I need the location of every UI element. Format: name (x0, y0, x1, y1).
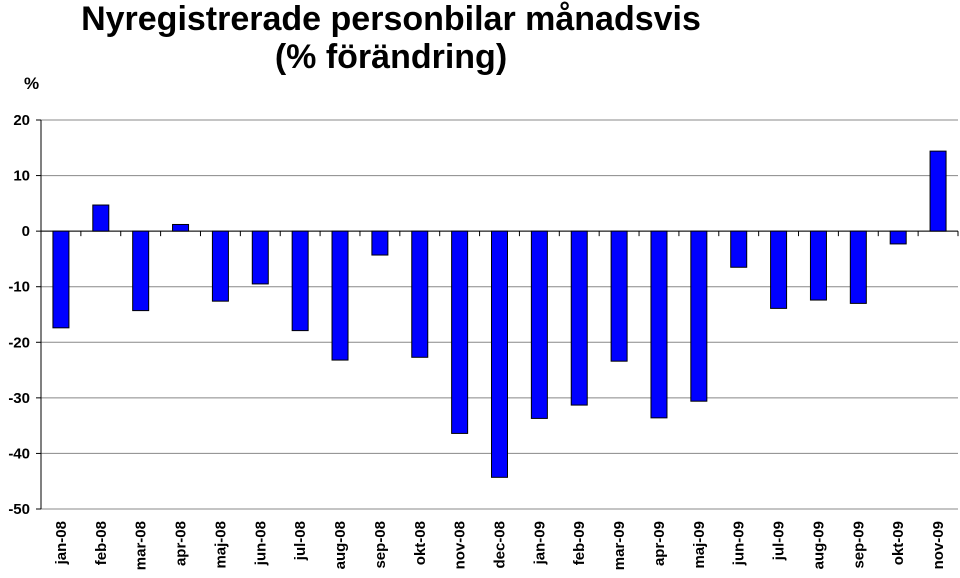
x-tick-label-jan-08: jan-08 (53, 521, 70, 565)
y-tick-label-7: -50 (8, 501, 30, 518)
x-tick-label-apr-08: apr-08 (173, 521, 190, 566)
x-tick-label-nov-09: nov-09 (930, 521, 947, 569)
bar-okt-08 (411, 230, 429, 358)
x-tick-label-jul-08: jul-08 (292, 521, 309, 561)
bar-apr-09 (650, 230, 668, 419)
y-tick-label-2: 0 (22, 223, 30, 240)
x-tick-label-apr-09: apr-09 (651, 521, 668, 566)
bar-maj-09 (690, 230, 708, 402)
bar-aug-08 (331, 230, 349, 361)
x-tick-label-okt-09: okt-09 (890, 521, 907, 565)
x-tick-label-feb-08: feb-08 (93, 521, 110, 565)
x-tick-label-okt-08: okt-08 (412, 521, 429, 565)
bar-jul-09 (770, 230, 788, 309)
bar-jun-09 (730, 230, 748, 268)
bar-mar-09 (610, 230, 628, 362)
y-tick-label-6: -40 (8, 445, 30, 462)
bar-mar-08 (132, 230, 150, 312)
x-tick-label-jun-09: jun-09 (731, 521, 748, 566)
bar-sep-09 (849, 230, 867, 304)
bar-nov-08 (451, 230, 469, 434)
y-axis-unit-label: % (24, 74, 40, 93)
x-tick-label-aug-08: aug-08 (332, 521, 349, 569)
x-tick-label-nov-08: nov-08 (452, 521, 469, 569)
bar-dec-08 (491, 230, 508, 478)
y-tick-label-1: 10 (13, 168, 30, 185)
bar-apr-08 (172, 223, 190, 232)
x-tick-label-maj-08: maj-08 (212, 521, 229, 569)
chart-title-line-2: (% förändring) (274, 38, 508, 76)
bar-feb-08 (92, 204, 110, 232)
chart-title: Nyregistrerade personbilar månadsvis (% … (0, 0, 782, 76)
x-tick-label-jul-09: jul-09 (771, 521, 788, 561)
y-tick-label-0: 20 (13, 112, 30, 129)
y-tick-label-4: -20 (8, 334, 30, 351)
x-tick-label-jan-09: jan-09 (531, 521, 548, 565)
bar-jul-08 (291, 230, 309, 332)
x-tick-label-mar-09: mar-09 (611, 521, 628, 570)
bar-aug-09 (809, 230, 827, 301)
x-tick-label-maj-09: maj-09 (691, 521, 708, 569)
bar-nov-09 (929, 150, 947, 232)
bar-sep-08 (371, 230, 389, 256)
bar-okt-09 (889, 230, 907, 245)
x-tick-label-sep-08: sep-08 (372, 521, 389, 569)
x-tick-label-sep-09: sep-09 (850, 521, 867, 569)
x-tick-label-dec-08: dec-08 (492, 521, 509, 569)
x-tick-label-feb-09: feb-09 (571, 521, 588, 565)
bar-feb-09 (570, 230, 588, 406)
x-tick-label-aug-09: aug-09 (810, 521, 827, 569)
bar-maj-08 (211, 230, 229, 302)
bar-jan-08 (52, 230, 70, 329)
y-tick-label-5: -30 (8, 390, 30, 407)
bar-jan-09 (530, 230, 548, 419)
x-tick-label-jun-08: jun-08 (252, 521, 269, 566)
x-tick-label-mar-08: mar-08 (133, 521, 150, 570)
chart-title-line-1: Nyregistrerade personbilar månadsvis (81, 0, 701, 38)
y-tick-label-3: -10 (8, 279, 30, 296)
bar-jun-08 (251, 230, 269, 285)
